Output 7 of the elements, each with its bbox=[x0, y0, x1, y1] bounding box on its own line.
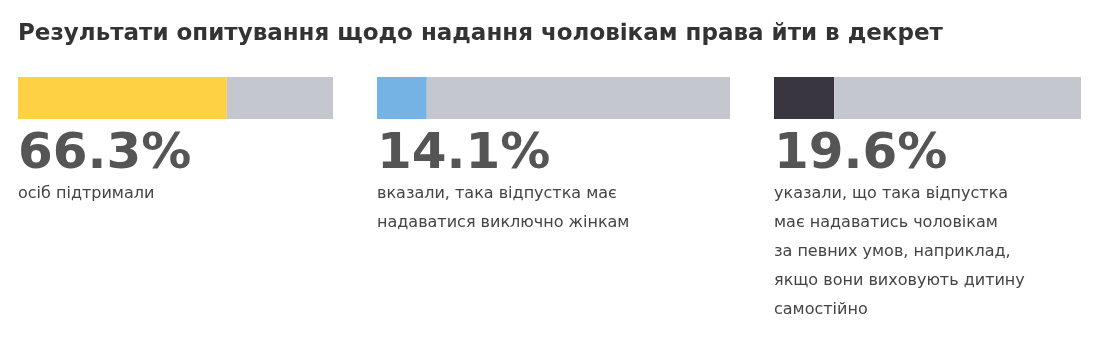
text: указали, що така відпустка має надаватись чоловікам за певних умов, наприклад, якщо вони виховують дитину самостійно bbox=[774, 183, 1025, 318]
text: Результати опитування щодо надання чоловікам права йти в декрет bbox=[18, 19, 944, 45]
text: осіб підтримали bbox=[18, 183, 155, 202]
data-label: 19.6% bbox=[774, 122, 948, 180]
data-label: 66.3% bbox=[18, 122, 192, 180]
text: вказали, така відпустка має надаватися виключно жінкам bbox=[377, 183, 630, 231]
data-label: 14.1% bbox=[377, 122, 551, 180]
